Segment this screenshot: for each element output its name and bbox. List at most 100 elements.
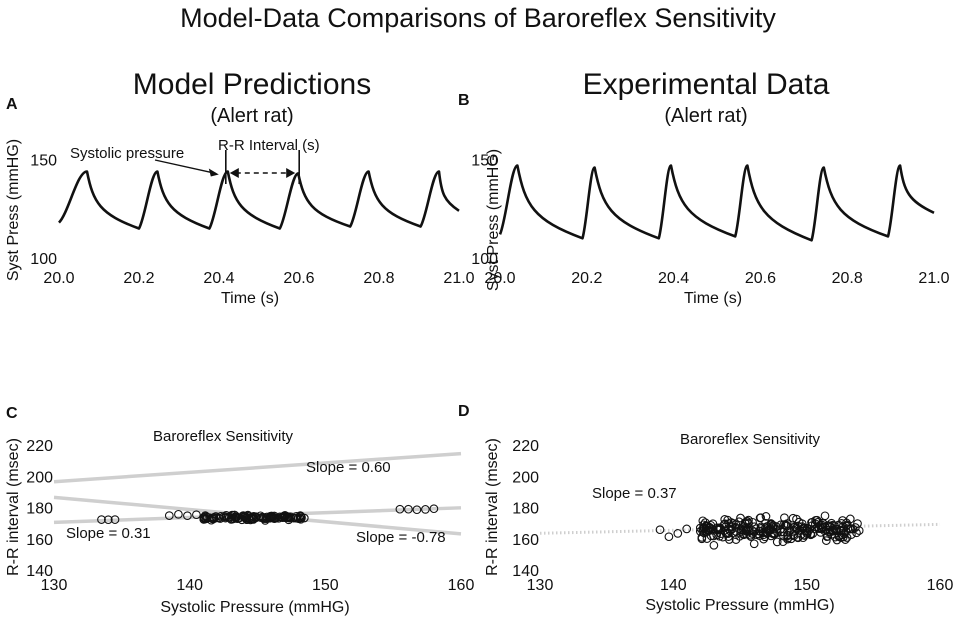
scatter-point: [699, 528, 709, 538]
scatter-point: [283, 512, 293, 522]
scatter-point: [783, 533, 793, 543]
scatter-point: [821, 536, 831, 545]
scatter-point: [673, 529, 683, 538]
y-tick-label: 140: [26, 563, 53, 580]
systolic-pointer-line: [154, 159, 216, 175]
scatter-point: [174, 509, 183, 519]
pressure-trace-line: [498, 164, 935, 242]
rr-arrowhead-left: [229, 168, 239, 178]
x-tick-label: 130: [527, 577, 554, 594]
data-column-subtitle: (Alert rat): [664, 105, 747, 127]
scatter-point: [238, 511, 248, 520]
scatter-point: [267, 513, 277, 522]
panel-b-pressure-trace: B Syst Press (mmHG) Time (s) 100 150 20.0 20.2…: [458, 92, 950, 307]
scatter-point: [429, 504, 439, 514]
panel-a-pressure-trace: A Syst Press (mmHG) Time (s) 100 150 20.0 20.2…: [5, 96, 475, 307]
figure-title: Model-Data Comparisons of Baroreflex Sen…: [180, 3, 776, 33]
scatter-point: [269, 511, 279, 521]
scatter-point: [274, 513, 284, 523]
scatter-point: [761, 512, 771, 521]
scatter-point: [739, 530, 749, 540]
y-axis-label: R-R interval (msec): [484, 438, 501, 576]
model-column-subtitle: (Alert rat): [210, 105, 293, 127]
x-tick-label: 20.2: [571, 270, 602, 287]
scatter-point: [822, 525, 831, 535]
scatter-point: [800, 523, 810, 533]
x-tick-label: 20.4: [203, 270, 234, 287]
panel-letter: D: [458, 403, 470, 420]
scatter-point: [750, 527, 759, 537]
x-tick-label: 150: [793, 577, 820, 594]
scatter-point: [412, 505, 422, 515]
scatter-point: [786, 534, 796, 544]
scatter-point: [200, 511, 210, 520]
regression-line: [53, 451, 462, 484]
scatter-point: [820, 511, 830, 521]
scatter-point: [767, 528, 777, 538]
y-tick-label: 100: [471, 251, 498, 268]
panel-letter: B: [458, 92, 470, 109]
slope-label: Slope = 0.37: [592, 485, 677, 502]
scatter-point: [731, 535, 741, 544]
scatter-point: [103, 515, 113, 525]
scatter-point: [697, 533, 707, 542]
scatter-point: [199, 514, 209, 524]
scatter-point: [297, 513, 306, 522]
scatter-point: [698, 524, 708, 534]
systolic-pressure-label: Systolic pressure: [70, 145, 184, 162]
scatter-point: [772, 537, 782, 547]
scatter-point: [284, 513, 294, 523]
x-tick-label: 21.0: [918, 270, 949, 287]
pressure-trace-line: [57, 170, 460, 230]
scatter-point: [708, 519, 718, 529]
slope-label: Slope = -0.78: [356, 529, 446, 546]
panel-letter: A: [6, 96, 18, 113]
scatter-point: [727, 521, 736, 531]
scatter-point: [715, 523, 724, 533]
scatter-point: [278, 513, 287, 523]
y-axis-label: Syst Press (mmHG): [485, 149, 502, 291]
scatter-point: [110, 515, 120, 524]
panel-d-baroreflex-scatter: D Baroreflex Sensitivity R-R interval (mse…: [458, 403, 953, 614]
panel-letter: C: [6, 405, 18, 422]
x-axis-label: Time (s): [221, 290, 279, 307]
x-tick-label: 140: [660, 577, 687, 594]
scatter-point: [749, 539, 759, 549]
scatter-point: [421, 505, 430, 514]
scatter-point: [761, 523, 770, 533]
y-tick-label: 140: [512, 563, 539, 580]
rr-arrowhead-right: [286, 168, 296, 178]
y-tick-label: 180: [26, 501, 53, 518]
y-tick-label: 220: [26, 438, 53, 455]
scatter-point: [699, 520, 708, 530]
scatter-point: [827, 518, 836, 528]
y-tick-label: 180: [512, 501, 539, 518]
x-tick-label: 20.0: [484, 270, 515, 287]
x-tick-label: 160: [927, 577, 954, 594]
data-column-title: Experimental Data: [583, 68, 830, 101]
y-tick-label: 160: [512, 532, 539, 549]
x-tick-label: 160: [448, 577, 475, 594]
scatter-point: [699, 523, 709, 532]
x-tick-label: 21.0: [443, 270, 474, 287]
scatter-point: [792, 514, 801, 524]
y-tick-label: 200: [26, 469, 53, 486]
scatter-point: [664, 532, 674, 542]
scatter-point: [807, 517, 817, 527]
chart-title: Baroreflex Sensitivity: [153, 428, 294, 445]
scatter-point: [756, 513, 766, 523]
x-tick-label: 130: [41, 577, 68, 594]
scatter-point: [709, 540, 719, 550]
scatter-point: [722, 528, 732, 538]
x-tick-label: 20.2: [123, 270, 154, 287]
x-axis-label: Time (s): [684, 290, 742, 307]
x-tick-label: 150: [312, 577, 339, 594]
scatter-point: [192, 510, 201, 520]
scatter-point: [698, 526, 708, 536]
scatter-point: [793, 533, 803, 543]
scatter-point: [164, 511, 174, 520]
scatter-point: [847, 530, 856, 539]
scatter-point: [775, 525, 785, 534]
scatter-point: [818, 518, 828, 528]
